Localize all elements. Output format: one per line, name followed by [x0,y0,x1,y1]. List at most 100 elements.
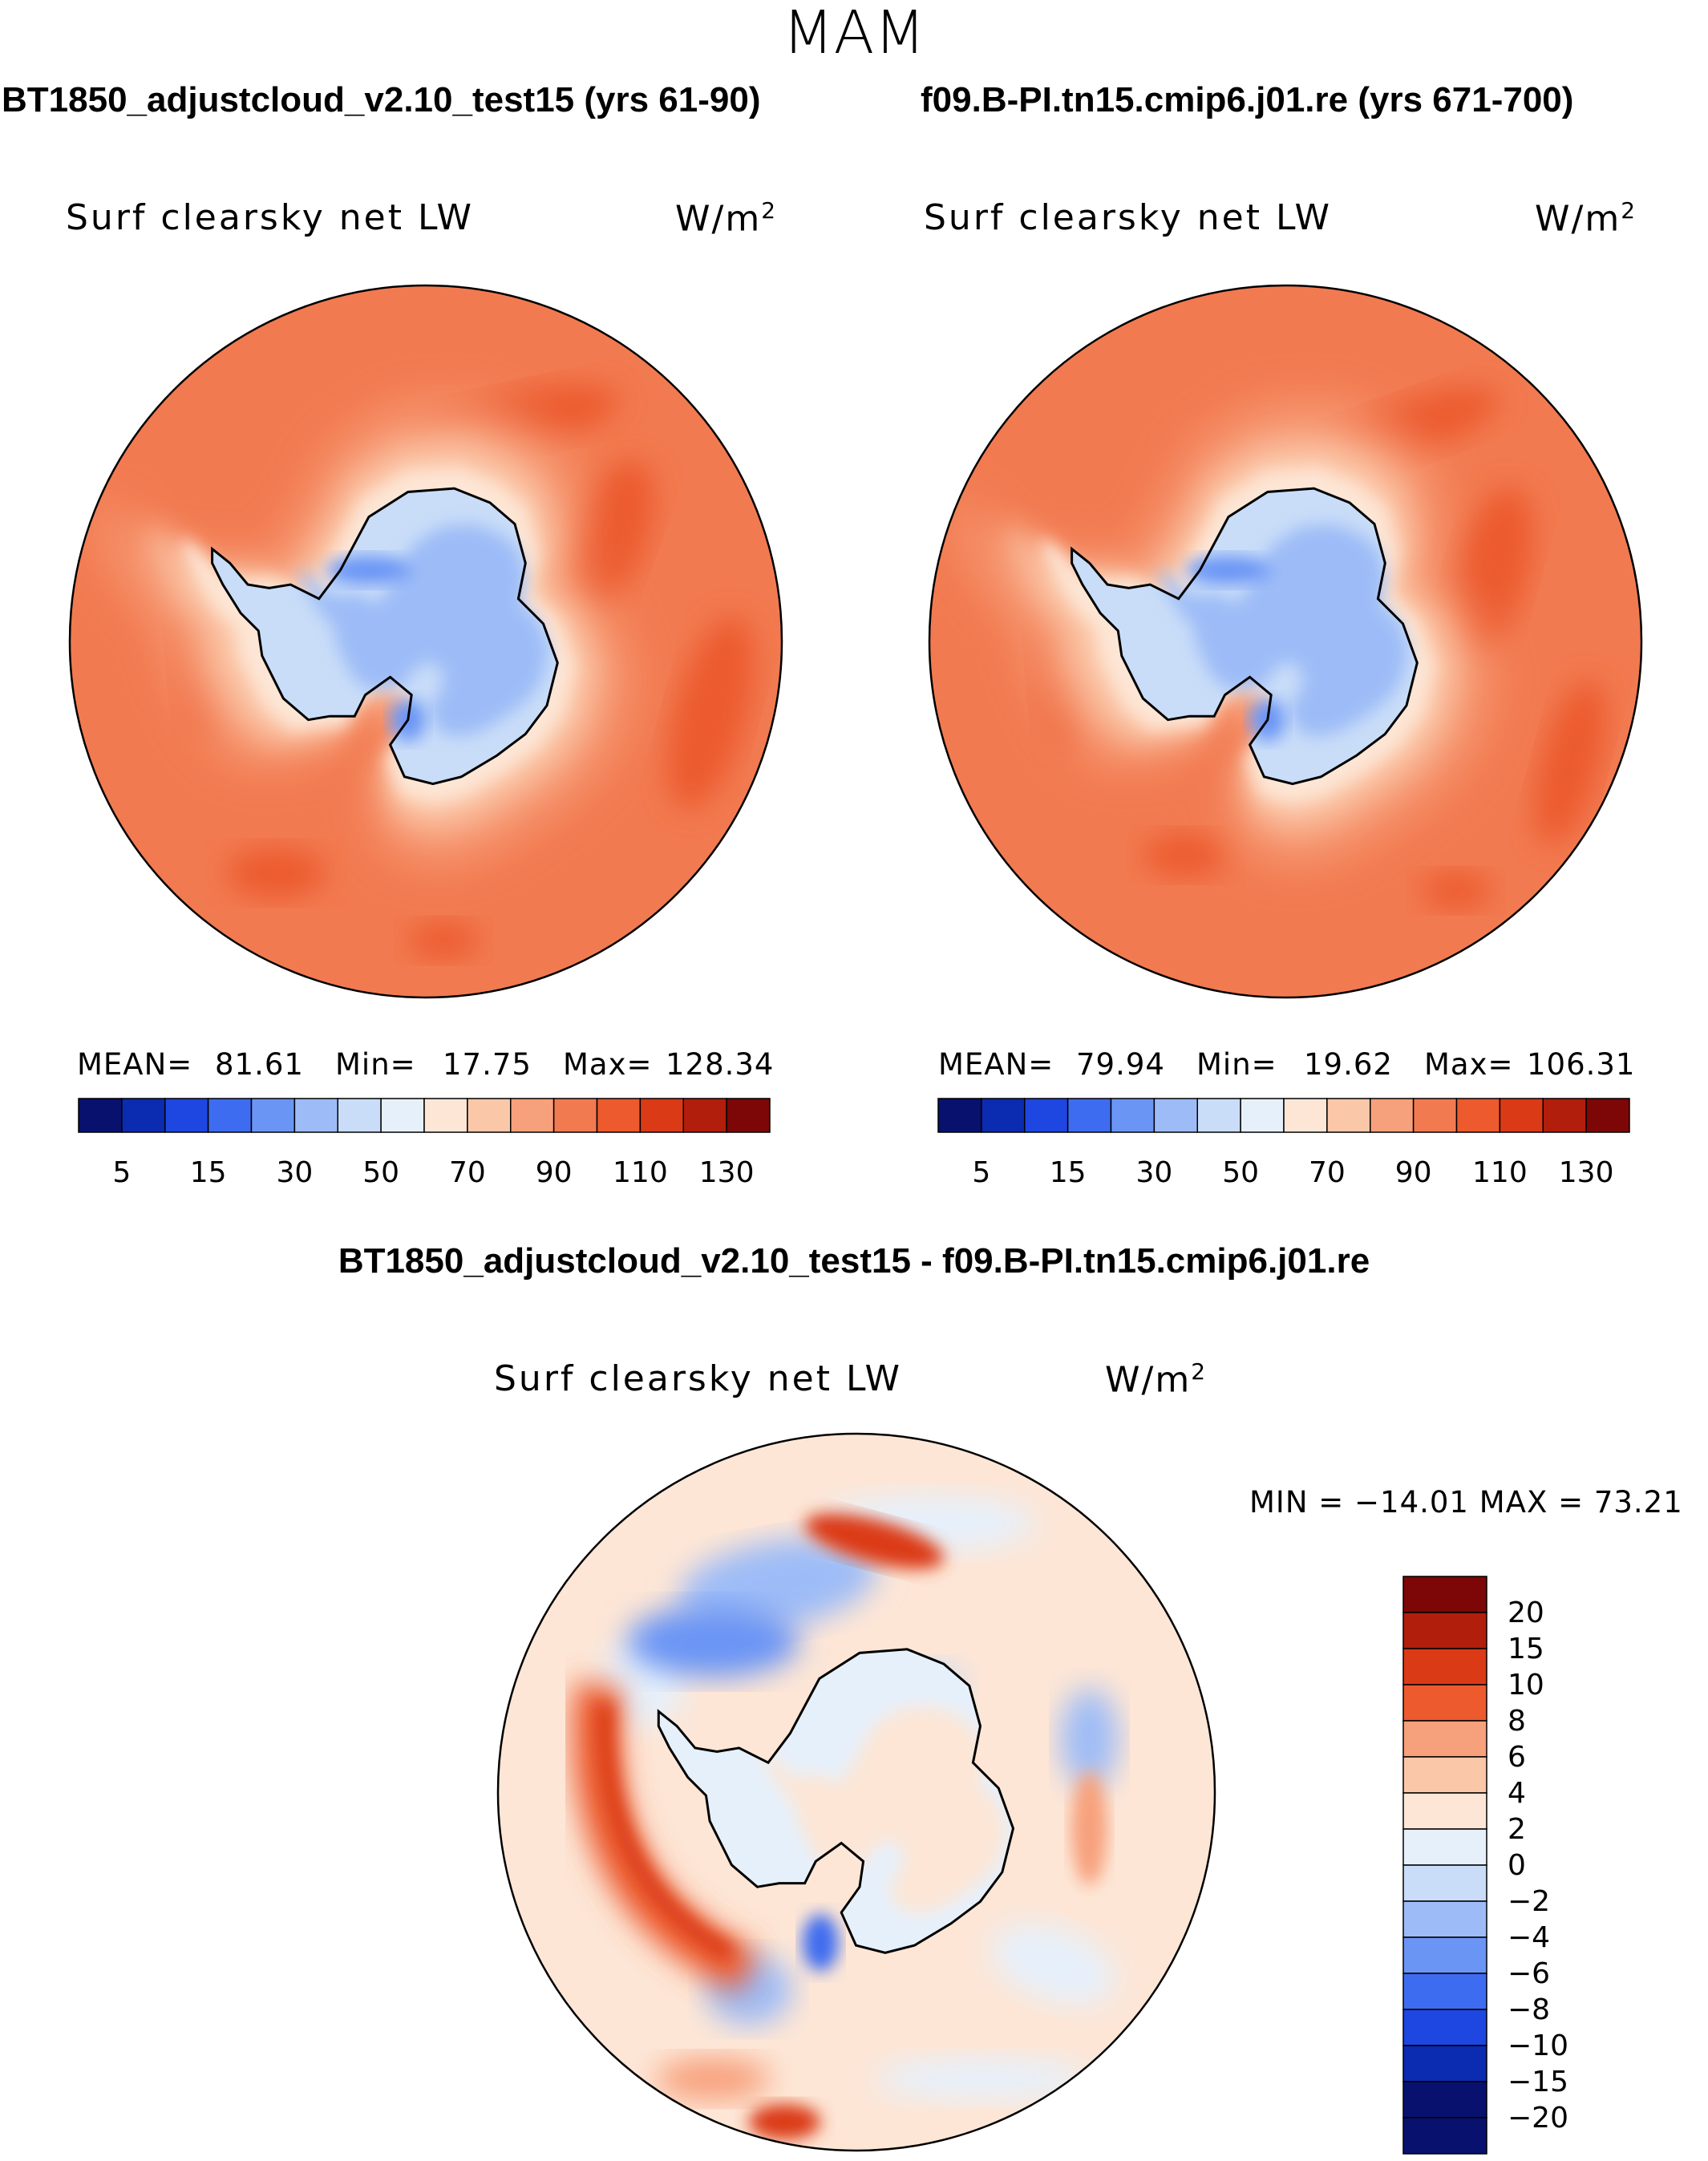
colorbar-box [1402,2081,1487,2119]
colorbar-tick-label: 30 [276,1156,313,1189]
panel-2-run-title: f09.B-PI.tn15.cmip6.j01.re (yrs 671-700) [921,80,1574,119]
colorbar-tick-label: 90 [536,1156,573,1189]
colorbar-box [1402,2117,1487,2155]
colorbar-box [1402,1756,1487,1794]
warm-ocean-patch [667,616,754,810]
diff-map [496,1432,1216,2152]
colorbar-tick-label: 8 [1508,1705,1526,1738]
colorbar-box [552,1098,598,1133]
colorbar-box [1585,1098,1630,1133]
panel-2-colorbar: 5 15 30 50 70 90 110 130 [937,1098,1630,1189]
colorbar-box [1499,1098,1544,1133]
colorbar-box [1402,2045,1487,2082]
panel-2-map [928,284,1643,999]
panel-1-max-label: Max= [563,1047,653,1082]
plateau-field [1160,524,1409,737]
coastline [1071,487,1419,786]
diff-patch [1060,1688,1119,1789]
panel-2-mean-label: MEAN= [938,1047,1054,1082]
coastline [657,1648,1015,1954]
diff-positive-core [596,1702,735,1961]
panel-2-mean: 79.94 [1076,1047,1165,1082]
colorbar-box [1402,1720,1487,1758]
diff-run-title: BT1850_adjustcloud_v2.10_test15 - f09.B-… [338,1241,1370,1281]
warm-ocean-patch [226,848,326,898]
diff-positive-arc [573,1682,759,1993]
colorbar-tick-label: 50 [1222,1156,1259,1189]
colorbar-tick-label: 15 [1508,1633,1544,1665]
panel-1-mean-label: MEAN= [77,1047,193,1082]
colorbar-tick-label: 130 [1559,1156,1614,1189]
panel-1-variable: Surf clearsky net LW [66,197,474,238]
colorbar-box [1283,1098,1328,1133]
colorbar-box [1402,1900,1487,1938]
diff-negative-patch [626,1605,799,1677]
diff-patch [874,2057,1090,2101]
map-frame [928,284,1643,999]
colorbar-tick-label: 20 [1508,1596,1544,1629]
colorbar-box [164,1098,209,1133]
panel-1-map [68,284,783,999]
colorbar-box [1402,1792,1487,1830]
colorbar-box [467,1098,512,1133]
panel-1-colorbar: 5 15 30 50 70 90 110 130 [78,1098,771,1189]
colorbar-box [121,1098,166,1133]
panel-1-mean: 81.61 [215,1047,304,1082]
colorbar-tick-label: −2 [1508,1885,1550,1918]
colorbar-tick-label: 5 [112,1156,131,1189]
colorbar-tick-label: −15 [1508,2066,1568,2098]
colorbar-box [78,1098,123,1133]
colorbar-tick-label: 15 [1050,1156,1087,1189]
colorbar-tick-label: −4 [1508,1921,1550,1954]
diff-positive-patch [804,1513,944,1569]
colorbar-box [250,1098,296,1133]
colorbar-box [337,1098,382,1133]
colorbar-tick-label: 70 [449,1156,486,1189]
colorbar-box [1402,2009,1487,2046]
colorbar-box [1326,1098,1371,1133]
colorbar-tick-label: −6 [1508,1957,1550,1990]
panel-2-min: 19.62 [1304,1047,1393,1082]
colorbar-tick-label: 70 [1309,1156,1346,1189]
panel-2-min-label: Min= [1196,1047,1277,1082]
colorbar-box [423,1098,468,1133]
colorbar-box [1153,1098,1198,1133]
colorbar-box [596,1098,642,1133]
colorbar-box [1066,1098,1112,1133]
colorbar-tick-label: 30 [1135,1156,1172,1189]
panel-2-max-label: Max= [1424,1047,1514,1082]
diff-variable: Surf clearsky net LW [494,1358,902,1399]
diff-negative-patch [802,1913,839,1972]
colorbar-box [639,1098,684,1133]
colorbar-tick-label: 6 [1508,1741,1526,1774]
colorbar-box [1402,1936,1487,1974]
colorbar-box [1402,1612,1487,1649]
diff-patch [991,1924,1115,2005]
map-frame [68,284,783,999]
diff-positive-patch [748,2103,821,2140]
colorbar-tick-label: −20 [1508,2102,1568,2135]
colorbar-tick-label: 0 [1508,1849,1526,1882]
panel-2-variable: Surf clearsky net LW [924,197,1332,238]
colorbar-tick-label: 50 [362,1156,399,1189]
plateau-field [300,524,549,737]
colorbar-box [1412,1098,1458,1133]
warm-ocean-patch [1535,679,1606,846]
warm-ocean-patch [407,922,480,959]
colorbar-box [1402,1828,1487,1866]
colorbar-box [207,1098,253,1133]
warm-ocean-patch [1420,872,1492,909]
colorbar-box [1402,1576,1487,1613]
colorbar-box [1240,1098,1285,1133]
colorbar-box [510,1098,555,1133]
colorbar-box [682,1098,727,1133]
colorbar-box [1542,1098,1587,1133]
colorbar-tick-label: 4 [1508,1777,1526,1810]
colorbar-box [1110,1098,1156,1133]
colorbar-box [1196,1098,1241,1133]
diff-minmax: MIN = −14.01 MAX = 73.21 [1249,1485,1683,1520]
colorbar-box [293,1098,338,1133]
panel-1-units: W/m2 [675,197,778,240]
colorbar-box [380,1098,425,1133]
colorbar-box [937,1098,982,1133]
